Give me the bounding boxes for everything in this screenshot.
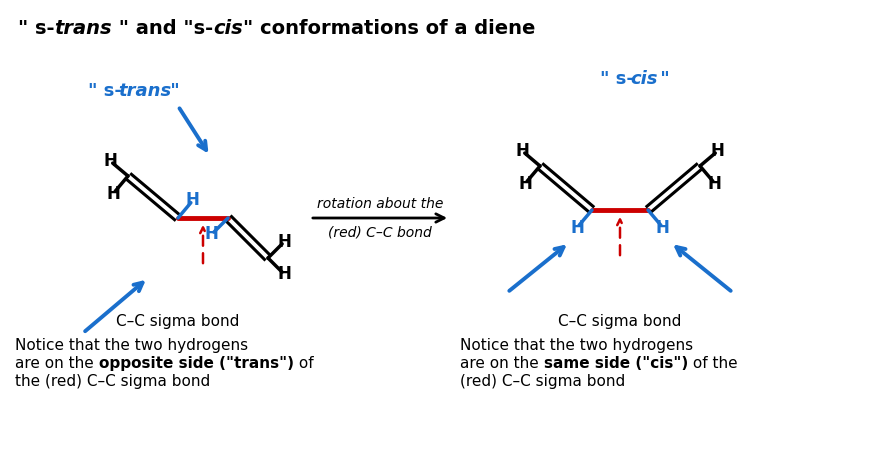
Text: C–C sigma bond: C–C sigma bond (116, 314, 240, 329)
Text: H: H (707, 175, 721, 192)
Text: of the: of the (687, 356, 737, 371)
Text: rotation about the: rotation about the (316, 197, 442, 211)
Text: " conformations of a diene: " conformations of a diene (242, 19, 534, 38)
Text: opposite side ("trans"): opposite side ("trans") (98, 356, 294, 371)
Text: Notice that the two hydrogens: Notice that the two hydrogens (460, 338, 693, 353)
Text: H: H (277, 265, 291, 283)
Text: H: H (655, 219, 669, 237)
Text: H: H (515, 142, 528, 160)
Text: of: of (293, 356, 313, 371)
Text: H: H (569, 219, 583, 237)
Text: C–C sigma bond: C–C sigma bond (558, 314, 681, 329)
Text: H: H (186, 192, 200, 209)
Text: cis: cis (213, 19, 242, 38)
Text: Notice that the two hydrogens: Notice that the two hydrogens (15, 338, 248, 353)
Text: ": " (653, 70, 669, 88)
Text: " s-: " s- (600, 70, 634, 88)
Text: are on the: are on the (15, 356, 98, 371)
Text: " s-: " s- (88, 82, 122, 100)
Text: ": " (164, 82, 180, 100)
Text: the (red) C–C sigma bond: the (red) C–C sigma bond (15, 374, 210, 389)
Text: H: H (518, 175, 532, 192)
Text: H: H (710, 142, 724, 160)
Text: H: H (103, 152, 117, 170)
Text: trans: trans (55, 19, 112, 38)
Text: same side ("cis"): same side ("cis") (543, 356, 687, 371)
Text: " s-: " s- (18, 19, 55, 38)
Text: are on the: are on the (460, 356, 543, 371)
Text: " and "s-: " and "s- (112, 19, 213, 38)
Text: trans: trans (118, 82, 171, 100)
Text: (red) C–C sigma bond: (red) C–C sigma bond (460, 374, 625, 389)
Text: H: H (106, 185, 120, 203)
Text: H: H (204, 225, 218, 243)
Text: H: H (277, 233, 291, 251)
Text: (red) C–C bond: (red) C–C bond (328, 225, 431, 239)
Text: cis: cis (629, 70, 657, 88)
